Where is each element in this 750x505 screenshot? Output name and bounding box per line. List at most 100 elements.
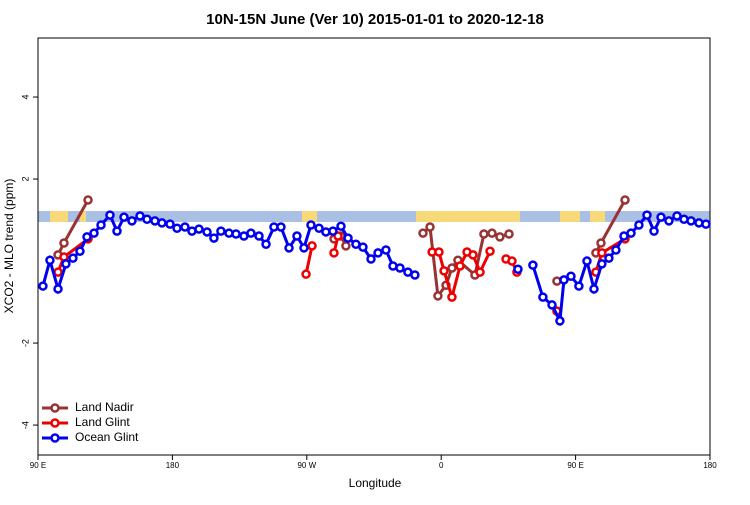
- data-point: [504, 229, 514, 239]
- data-point: [127, 216, 137, 226]
- data-point: [165, 219, 175, 229]
- data-point: [487, 228, 497, 238]
- data-point: [507, 256, 517, 266]
- ocean-strip: [38, 211, 710, 222]
- data-point: [38, 281, 48, 291]
- data-point: [596, 238, 606, 248]
- legend-marker: [50, 418, 60, 428]
- plot-frame: [37, 37, 711, 456]
- y-tick-label: -2: [20, 339, 30, 347]
- data-point: [301, 269, 311, 279]
- data-point: [574, 281, 584, 291]
- data-point: [686, 216, 696, 226]
- land-patch: [50, 211, 68, 222]
- data-point: [597, 248, 607, 258]
- data-point: [475, 267, 485, 277]
- data-point: [83, 195, 93, 205]
- data-point: [336, 221, 346, 231]
- land-patch: [80, 211, 86, 222]
- data-point: [634, 220, 644, 230]
- data-point: [373, 248, 383, 258]
- x-tick-label: 0: [439, 461, 444, 470]
- land-patch: [302, 211, 317, 222]
- data-point: [292, 231, 302, 241]
- data-point: [307, 241, 317, 251]
- data-point: [180, 222, 190, 232]
- data-point: [53, 267, 63, 277]
- data-point: [358, 242, 368, 252]
- data-point: [284, 243, 294, 253]
- data-point: [656, 212, 666, 222]
- data-point: [513, 264, 523, 275]
- data-point: [495, 232, 505, 242]
- data-point: [89, 228, 99, 238]
- legend-marker: [50, 403, 60, 413]
- data-point: [566, 271, 576, 281]
- data-point: [620, 195, 630, 205]
- chart-title: 10N-15N June (Ver 10) 2015-01-01 to 2020…: [206, 11, 544, 28]
- legend-label: Land Nadir: [75, 400, 134, 414]
- data-point: [425, 222, 435, 232]
- data-point: [314, 223, 324, 234]
- data-point: [597, 259, 607, 269]
- data-point: [254, 231, 264, 241]
- data-point: [157, 218, 167, 228]
- data-point: [82, 232, 92, 242]
- land-patch: [560, 211, 580, 222]
- data-point: [701, 219, 711, 229]
- y-tick-label: 4: [20, 95, 30, 100]
- data-point: [366, 254, 376, 264]
- data-point: [194, 224, 204, 234]
- data-point: [53, 284, 63, 294]
- data-point: [447, 292, 457, 302]
- data-point: [455, 261, 465, 271]
- data-point: [61, 259, 71, 269]
- data-point: [261, 239, 271, 249]
- data-point: [216, 226, 226, 236]
- x-tick-label: 180: [703, 461, 717, 470]
- data-point: [96, 220, 106, 230]
- data-point: [672, 211, 682, 221]
- data-point: [299, 243, 309, 253]
- data-point: [112, 226, 122, 236]
- data-point: [276, 222, 286, 232]
- data-point: [68, 253, 78, 263]
- y-tick-label: 2: [20, 177, 30, 182]
- data-point: [135, 211, 145, 221]
- data-point: [341, 241, 351, 251]
- data-point: [664, 216, 674, 226]
- data-point: [479, 229, 489, 239]
- data-point: [528, 260, 538, 270]
- legend-marker: [50, 433, 60, 443]
- data-point: [559, 275, 569, 285]
- land-patch: [416, 211, 520, 222]
- data-point: [59, 238, 69, 248]
- data-point: [306, 220, 316, 230]
- data-point: [142, 214, 152, 224]
- land-mask-band: [38, 211, 710, 222]
- data-point: [555, 316, 565, 326]
- x-tick-label: 90 E: [30, 461, 46, 470]
- data-point: [649, 226, 659, 236]
- data-point: [395, 263, 405, 273]
- data-point: [381, 245, 391, 255]
- data-point: [642, 210, 652, 220]
- data-point: [582, 256, 592, 266]
- x-axis-label: Longitude: [349, 476, 402, 490]
- data-point: [209, 233, 219, 243]
- data-point: [231, 229, 241, 239]
- legend-label: Land Glint: [75, 415, 130, 429]
- data-point: [105, 210, 115, 220]
- data-point: [434, 247, 444, 257]
- land-patch: [590, 211, 605, 222]
- data-point: [538, 292, 548, 302]
- y-tick-label: -4: [20, 421, 30, 429]
- y-axis-label: XCO2 - MLO trend (ppm): [2, 179, 16, 314]
- data-point: [246, 228, 256, 238]
- data-point: [433, 291, 443, 301]
- data-point: [343, 233, 353, 243]
- data-point: [447, 263, 457, 273]
- data-point: [589, 284, 599, 294]
- data-point: [547, 300, 557, 310]
